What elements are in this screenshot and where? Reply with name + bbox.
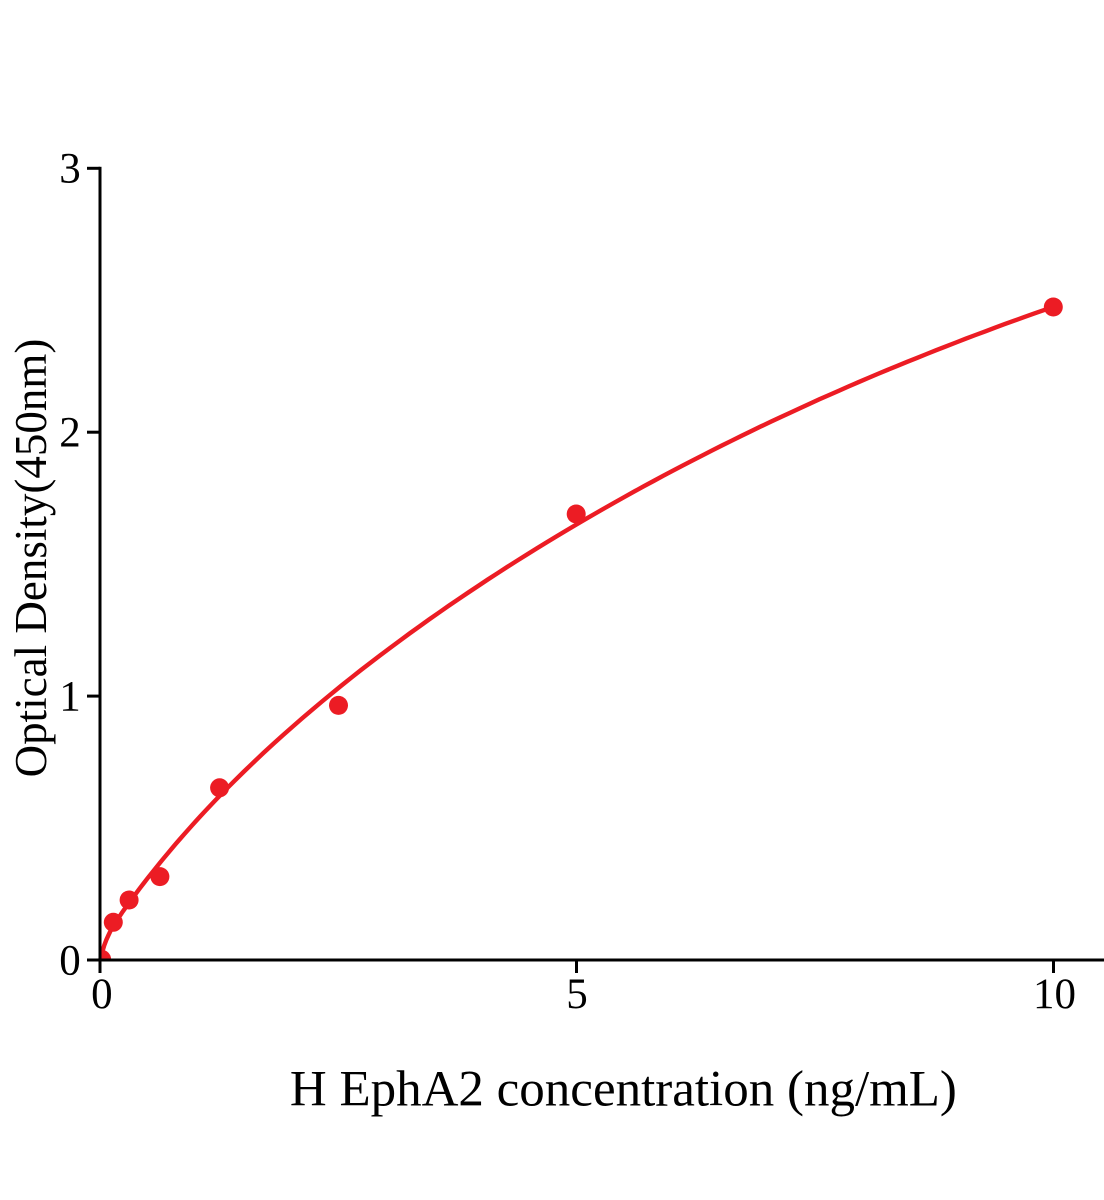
svg-text:2: 2 xyxy=(59,410,81,457)
svg-text:3: 3 xyxy=(59,146,81,193)
svg-text:0: 0 xyxy=(59,937,81,984)
svg-text:10: 10 xyxy=(1033,971,1076,1018)
svg-text:0: 0 xyxy=(91,971,113,1018)
svg-text:Optical Density(450nm): Optical Density(450nm) xyxy=(6,339,56,778)
svg-text:H EphA2 concentration (ng/mL): H EphA2 concentration (ng/mL) xyxy=(290,1062,957,1118)
svg-text:1: 1 xyxy=(59,673,81,720)
svg-text:5: 5 xyxy=(566,971,588,1018)
